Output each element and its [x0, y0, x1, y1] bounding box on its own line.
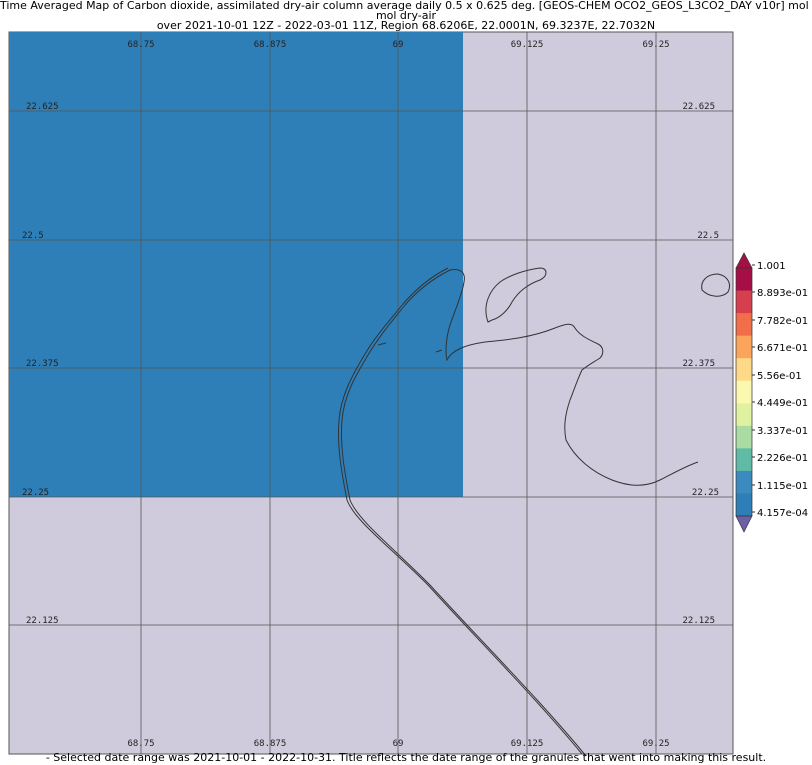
colorbar-segments: [736, 268, 752, 517]
lat-tick-label: 22.5: [697, 231, 719, 241]
colorbar-segment: [736, 425, 752, 449]
lat-tick-label: 22.625: [682, 102, 715, 112]
footer-note: - Selected date range was 2021-10-01 - 2…: [45, 751, 767, 764]
colorbar-label: 7.782e-01: [757, 316, 808, 327]
colorbar-segment: [736, 268, 752, 292]
lon-tick-label: 69.125: [511, 739, 544, 749]
colorbar-label: 8.893e-01: [757, 288, 808, 299]
map-title-line3: over 2021-10-01 12Z - 2022-03-01 11Z, Re…: [156, 19, 656, 32]
lat-tick-label: 22.375: [682, 359, 715, 369]
colorbar-segment: [736, 493, 752, 517]
colorbar-label: 4.157e-04: [757, 508, 808, 519]
lat-tick-label: 22.625: [26, 102, 59, 112]
colorbar-label: 5.56e-01: [757, 371, 802, 382]
colorbar-segment: [736, 358, 752, 382]
colorbar-segment: [736, 448, 752, 472]
lat-tick-label: 22.375: [26, 359, 59, 369]
colorbar-label: 4.449e-01: [757, 398, 808, 409]
map-title-line1: Time Averaged Map of Carbon dioxide, ass…: [0, 0, 812, 12]
coast-fragment: [435, 349, 443, 353]
lon-tick-label: 69.25: [642, 40, 669, 50]
lon-tick-label: 69.25: [642, 739, 669, 749]
colorbar-segment: [736, 335, 752, 359]
lon-tick-label: 68.875: [254, 739, 287, 749]
lat-tick-label: 22.5: [22, 231, 44, 241]
colorbar-label: 1.115e-01: [757, 481, 808, 492]
lat-tick-label: 22.25: [692, 488, 719, 498]
colorbar-label: 3.337e-01: [757, 426, 808, 437]
colorbar-segment: [736, 380, 752, 404]
lat-tick-label: 22.125: [682, 616, 715, 626]
colorbar-label: 2.226e-01: [757, 453, 808, 464]
data-grid-cell: [9, 32, 463, 497]
graticule: [9, 32, 733, 754]
colorbar-under-arrow: [735, 515, 753, 533]
lat-tick-label: 22.125: [26, 616, 59, 626]
colorbar-segment: [736, 470, 752, 494]
map-title-line2: mol dry-air: [375, 9, 437, 22]
lon-tick-label: 68.75: [127, 40, 154, 50]
lat-tick-labels-right: 22.625 22.5 22.375 22.25 22.125: [682, 102, 719, 626]
colorbar-segment: [736, 313, 752, 337]
colorbar-label: 1.001: [757, 261, 786, 272]
coastline-main: [341, 269, 699, 757]
lon-tick-labels-top: 68.75 68.875 69 69.125 69.25: [127, 40, 669, 50]
lon-tick-label: 69: [393, 40, 404, 50]
colorbar-segment: [736, 403, 752, 427]
coastline-secondary: [338, 267, 583, 755]
coast-fragment: [377, 342, 387, 346]
lat-tick-label: 22.25: [22, 488, 49, 498]
island-outline: [485, 267, 547, 323]
colorbar-label: 6.671e-01: [757, 343, 808, 354]
lon-tick-label: 69.125: [511, 40, 544, 50]
lon-tick-label: 68.875: [254, 40, 287, 50]
lon-tick-label: 69: [393, 739, 404, 749]
colorbar: 1.001 8.893e-01 7.782e-01 6.671e-01 5.56…: [735, 252, 808, 533]
coastline: [338, 267, 731, 757]
island-outline-east: [701, 273, 731, 297]
colorbar-ticks: [752, 264, 755, 513]
lat-tick-labels-left: 22.625 22.5 22.375 22.25 22.125: [22, 102, 59, 626]
colorbar-over-arrow: [735, 252, 753, 269]
colorbar-segment: [736, 290, 752, 314]
lon-tick-labels-bottom: 68.75 68.875 69 69.125 69.25: [127, 739, 669, 749]
lon-tick-label: 68.75: [127, 739, 154, 749]
